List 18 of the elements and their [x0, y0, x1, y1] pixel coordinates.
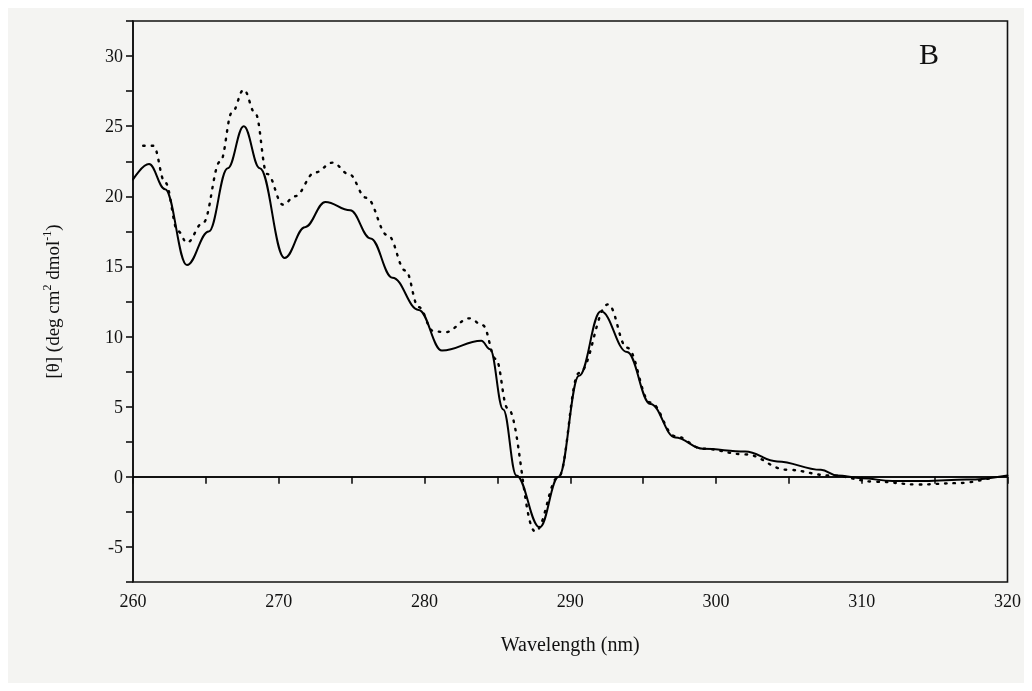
y-axis-title: [θ] (deg cm2 dmol-1): [40, 224, 64, 379]
x-tick-label: 300: [702, 591, 730, 611]
x-tick-label: 260: [119, 591, 147, 611]
x-tick-label: 320: [994, 591, 1021, 611]
y-tick-label: 5: [114, 396, 123, 417]
x-tick-label: 280: [411, 591, 438, 611]
y-tick-label: 20: [105, 186, 123, 207]
x-axis-title: Wavelength (nm): [500, 633, 640, 656]
y-tick-label: 0: [114, 466, 123, 487]
y-tick-label: 25: [105, 116, 123, 137]
x-tick-label: 290: [556, 591, 584, 611]
annotation: B: [918, 36, 940, 70]
y-tick-label: 30: [105, 46, 123, 67]
x-tick-label: 270: [265, 591, 293, 611]
y-tick-label: -5: [108, 536, 123, 557]
y-tick-label: 15: [105, 256, 123, 277]
x-tick-label: 310: [848, 591, 876, 611]
y-tick-label: 10: [105, 326, 123, 347]
